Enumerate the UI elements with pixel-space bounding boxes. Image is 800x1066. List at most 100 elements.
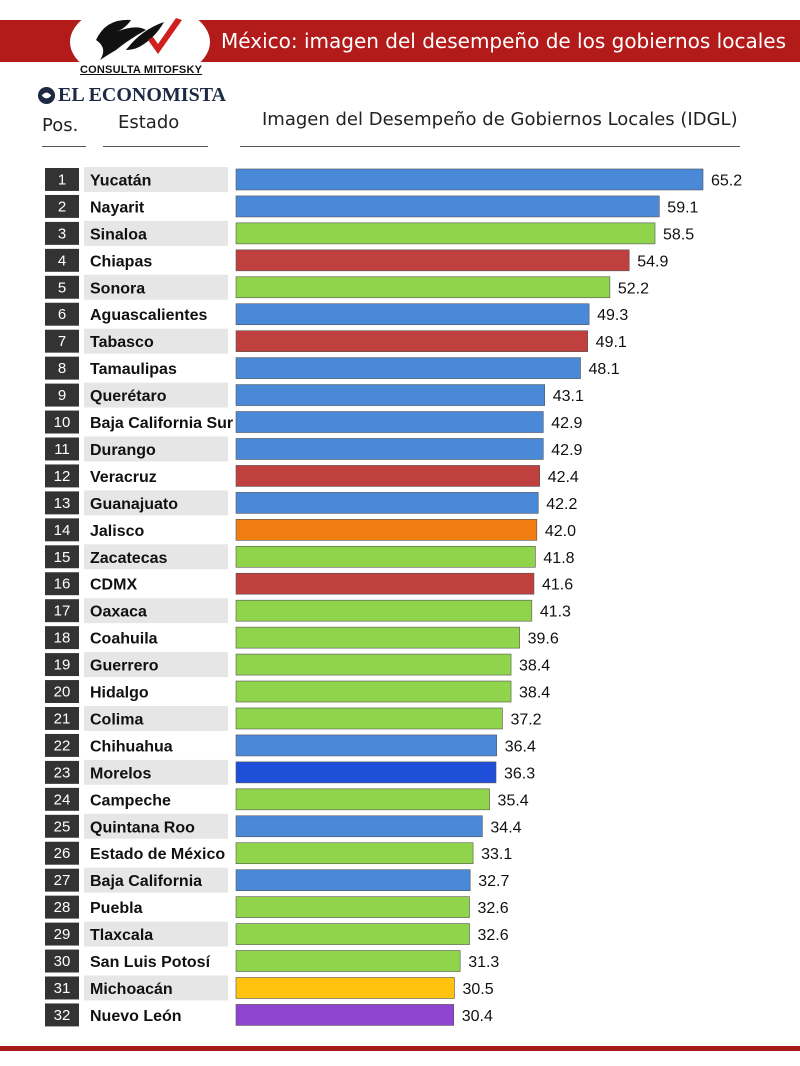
row-stripe (84, 517, 228, 543)
state-name: Baja California Sur (90, 415, 233, 432)
position-number: 32 (54, 1007, 71, 1024)
value-label: 36.4 (505, 738, 536, 755)
row-stripe (84, 409, 228, 435)
position-box (45, 464, 79, 488)
bar (235, 249, 630, 272)
position-number: 30 (54, 953, 71, 970)
publisher-globe-icon (37, 86, 56, 105)
state-name: Colima (90, 711, 143, 728)
value-label: 32.6 (478, 927, 509, 944)
state-name: Querétaro (90, 388, 167, 405)
value-label: 34.4 (490, 819, 521, 836)
position-number: 28 (54, 899, 71, 916)
position-number: 6 (58, 306, 66, 323)
position-box (45, 949, 79, 973)
position-box (45, 356, 79, 380)
position-number: 9 (58, 387, 66, 404)
position-number: 16 (54, 576, 71, 593)
row-stripe (84, 220, 228, 246)
row-stripe (84, 948, 228, 974)
position-number: 24 (54, 791, 71, 808)
bar (235, 195, 660, 218)
state-name: Sonora (90, 280, 145, 297)
state-name: San Luis Potosí (90, 954, 211, 971)
row-stripe (84, 975, 228, 1001)
bottom-bar (0, 1046, 800, 1051)
column-header-chart: Imagen del Desempeño de Gobiernos Locale… (262, 109, 738, 130)
position-box (45, 760, 79, 784)
position-box (45, 545, 79, 569)
row-stripe (84, 786, 228, 812)
row-stripe (84, 840, 228, 866)
position-box (45, 437, 79, 461)
position-number: 11 (54, 441, 70, 458)
mitofsky-logo-icon (96, 18, 182, 60)
bar (235, 168, 704, 191)
value-label: 30.5 (462, 981, 493, 998)
row-stripe (84, 463, 228, 489)
row-stripe (84, 652, 228, 678)
row-stripe (84, 274, 228, 300)
value-label: 41.8 (543, 550, 574, 567)
position-box (45, 814, 79, 838)
row-stripe (84, 382, 228, 408)
value-label: 58.5 (663, 226, 694, 243)
position-box (45, 1003, 79, 1027)
row-stripe (84, 1002, 228, 1028)
position-box (45, 410, 79, 434)
value-label: 30.4 (462, 1008, 493, 1025)
bar (235, 653, 512, 676)
value-label: 36.3 (504, 765, 535, 782)
state-name: Coahuila (90, 631, 158, 648)
position-box (45, 976, 79, 1000)
position-box (45, 733, 79, 757)
state-name: Jalisco (90, 523, 144, 540)
state-name: Durango (90, 442, 156, 459)
value-label: 54.9 (637, 253, 668, 270)
bar (235, 357, 581, 379)
position-box (45, 787, 79, 811)
position-number: 18 (54, 630, 71, 647)
position-number: 2 (58, 198, 66, 215)
position-number: 29 (54, 926, 71, 943)
value-label: 42.4 (548, 469, 579, 486)
header-underline-chart (240, 146, 740, 147)
state-name: Nuevo León (90, 1008, 182, 1025)
bar (235, 788, 490, 811)
position-box (45, 491, 79, 515)
bar (235, 761, 497, 784)
header-underline-state (103, 146, 208, 147)
position-box (45, 275, 79, 299)
row-stripe (84, 759, 228, 785)
row-stripe (84, 679, 228, 704)
value-label: 48.1 (589, 361, 620, 378)
value-label: 41.3 (540, 604, 571, 621)
bar (235, 869, 471, 891)
state-name: CDMX (90, 577, 137, 594)
bar (235, 438, 544, 460)
bar (235, 734, 498, 757)
position-box (45, 518, 79, 542)
state-name: Tabasco (90, 334, 154, 351)
row-stripe (84, 301, 228, 327)
state-name: Hidalgo (90, 685, 149, 702)
value-label: 38.4 (519, 658, 550, 675)
state-name: Estado de México (90, 846, 225, 863)
state-name: Aguascalientes (90, 307, 207, 324)
column-header-pos: Pos. (42, 115, 79, 136)
bar (235, 977, 455, 999)
value-label: 42.9 (551, 442, 582, 459)
value-label: 38.4 (519, 685, 550, 702)
row-stripe (84, 328, 228, 354)
bar (235, 923, 470, 945)
value-label: 35.4 (498, 792, 529, 809)
value-label: 42.9 (551, 415, 582, 432)
state-name: Morelos (90, 765, 151, 782)
row-stripe (84, 167, 228, 192)
row-stripe (84, 598, 228, 624)
state-name: Michoacán (90, 981, 173, 998)
bar (235, 545, 536, 568)
row-stripe (84, 571, 228, 597)
bar (235, 1004, 455, 1026)
